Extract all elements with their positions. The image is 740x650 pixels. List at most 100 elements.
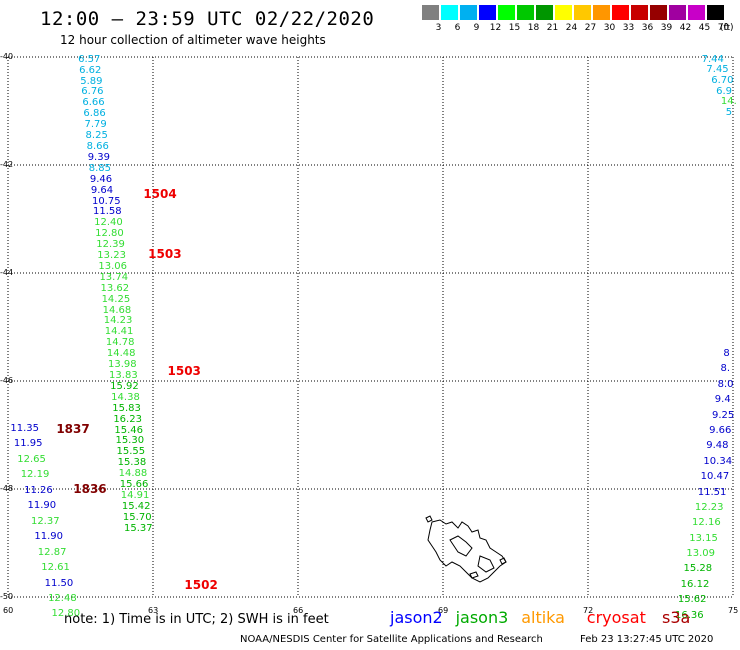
island-outline <box>427 519 507 583</box>
swh-value: 9.4 <box>714 394 731 406</box>
swh-value: 15.46 <box>114 424 144 436</box>
legend-label: 42 <box>679 23 692 33</box>
swh-value: 15.30 <box>115 435 145 447</box>
time-label: 1503 <box>167 363 201 378</box>
swh-value: 13.83 <box>109 370 138 382</box>
swh-value: 12.23 <box>694 501 724 513</box>
swh-value: 6.66 <box>82 97 105 109</box>
swh-value: 8.85 <box>88 162 112 174</box>
swh-value: 12.40 <box>94 217 123 229</box>
legend-swatch <box>536 5 553 20</box>
lat-tick-label: -48 <box>0 484 14 493</box>
swh-value: 13.15 <box>689 532 718 544</box>
satellite-jason3: jason3 <box>455 608 509 627</box>
swh-value: 12.61 <box>41 562 70 573</box>
swh-value: 7.44 <box>701 53 724 65</box>
swh-value: 14.78 <box>105 337 135 349</box>
swh-value: 11.58 <box>93 206 122 218</box>
swh-value: 7.45 <box>706 64 729 76</box>
legend-swatch <box>650 5 667 20</box>
swh-value: 12.37 <box>30 515 60 527</box>
island-bay <box>477 555 495 573</box>
swh-value: 13.23 <box>97 250 126 262</box>
swh-value: 14.41 <box>104 326 134 338</box>
legend-label: 12 <box>489 23 502 33</box>
swh-value: 14.25 <box>101 293 131 305</box>
swh-value: 5 <box>725 107 733 119</box>
legend-label: 9 <box>473 23 480 33</box>
legend-label: 3 <box>435 23 442 33</box>
legend-swatch <box>441 5 458 20</box>
swh-value: 15.62 <box>677 594 707 606</box>
swh-value: 14.88 <box>118 468 148 480</box>
legend-swatch <box>422 5 439 20</box>
swh-value: 13.06 <box>98 260 127 272</box>
legend-label: 27 <box>584 23 597 33</box>
swh-value: 14.68 <box>102 304 132 316</box>
swh-value: 6.86 <box>83 108 106 120</box>
swh-value: 12.19 <box>20 469 50 480</box>
swh-value: 8.0 <box>717 378 734 390</box>
swh-value: 9.25 <box>711 409 735 421</box>
swh-value: 15.66 <box>119 479 149 491</box>
map-subtitle: 12 hour collection of altimeter wave hei… <box>60 33 326 47</box>
lat-tick-label: -46 <box>0 376 14 385</box>
swh-value: 12.16 <box>692 517 721 529</box>
satellite-altika: altika <box>521 608 565 627</box>
credit-line: NOAA/NESDIS Center for Satellite Applica… <box>240 634 543 645</box>
legend-swatch <box>593 5 610 20</box>
lat-tick-label: -44 <box>0 268 14 277</box>
swh-value: 10.47 <box>700 471 730 483</box>
lat-tick-label: -40 <box>0 52 14 61</box>
legend-label: 39 <box>660 23 673 33</box>
lon-tick-label: 75 <box>728 606 739 615</box>
swh-value: 5.89 <box>80 75 103 87</box>
legend-swatch <box>460 5 477 20</box>
lat-tick-label: -42 <box>0 160 14 169</box>
swh-value: 6.76 <box>81 86 104 98</box>
legend-label: 30 <box>603 23 616 33</box>
satellite-cryosat: cryosat <box>586 608 646 627</box>
swh-value: 14.91 <box>120 490 150 502</box>
time-label: 1502 <box>184 578 218 593</box>
swh-value: 7.79 <box>84 119 107 131</box>
islet-2 <box>469 571 479 579</box>
satellite-jason2: jason2 <box>390 608 443 627</box>
swh-value: 13.62 <box>100 282 130 294</box>
lat-lon-grid <box>7 56 734 598</box>
legend-swatch <box>479 5 496 20</box>
time-label: 1837 <box>56 421 90 436</box>
swh-value: 13.74 <box>99 271 129 283</box>
islet-3 <box>499 557 507 565</box>
swh-value: 6.9 <box>716 85 732 97</box>
time-label: 1504 <box>143 187 177 202</box>
swh-value: 11.90 <box>27 500 57 511</box>
lon-tick-label: 69 <box>438 606 449 615</box>
swh-value: 13.09 <box>686 548 715 560</box>
lon-tick-label: 60 <box>3 606 14 615</box>
swh-value: 12.48 <box>48 592 77 604</box>
swh-value: 15.92 <box>110 380 139 392</box>
swh-value: 8 <box>723 348 730 359</box>
swh-value: 11.90 <box>34 531 64 542</box>
swh-value: 15.42 <box>121 500 151 512</box>
time-label: 1503 <box>148 247 182 262</box>
lon-tick-label: 66 <box>293 606 304 615</box>
legend-label: 15 <box>508 23 521 33</box>
legend-label: 36 <box>641 23 654 33</box>
generated-timestamp: Feb 23 13:27:45 UTC 2020 <box>580 634 714 645</box>
swh-value: 12.87 <box>37 546 67 558</box>
swh-value: 8.25 <box>85 130 108 142</box>
legend-swatch <box>707 5 724 20</box>
swh-value: 9.66 <box>709 424 732 436</box>
legend-swatch <box>669 5 686 20</box>
swh-value: 11.26 <box>24 484 53 496</box>
swh-value: 14.48 <box>106 348 136 360</box>
legend-swatch <box>574 5 591 20</box>
swh-value: 8. <box>720 363 731 375</box>
satellite-s3a: s3a <box>662 608 691 627</box>
swh-value: 11.35 <box>10 422 40 434</box>
swh-value: 9.64 <box>90 184 114 196</box>
legend-label: 33 <box>622 23 635 33</box>
swh-value: 14. <box>720 96 737 108</box>
